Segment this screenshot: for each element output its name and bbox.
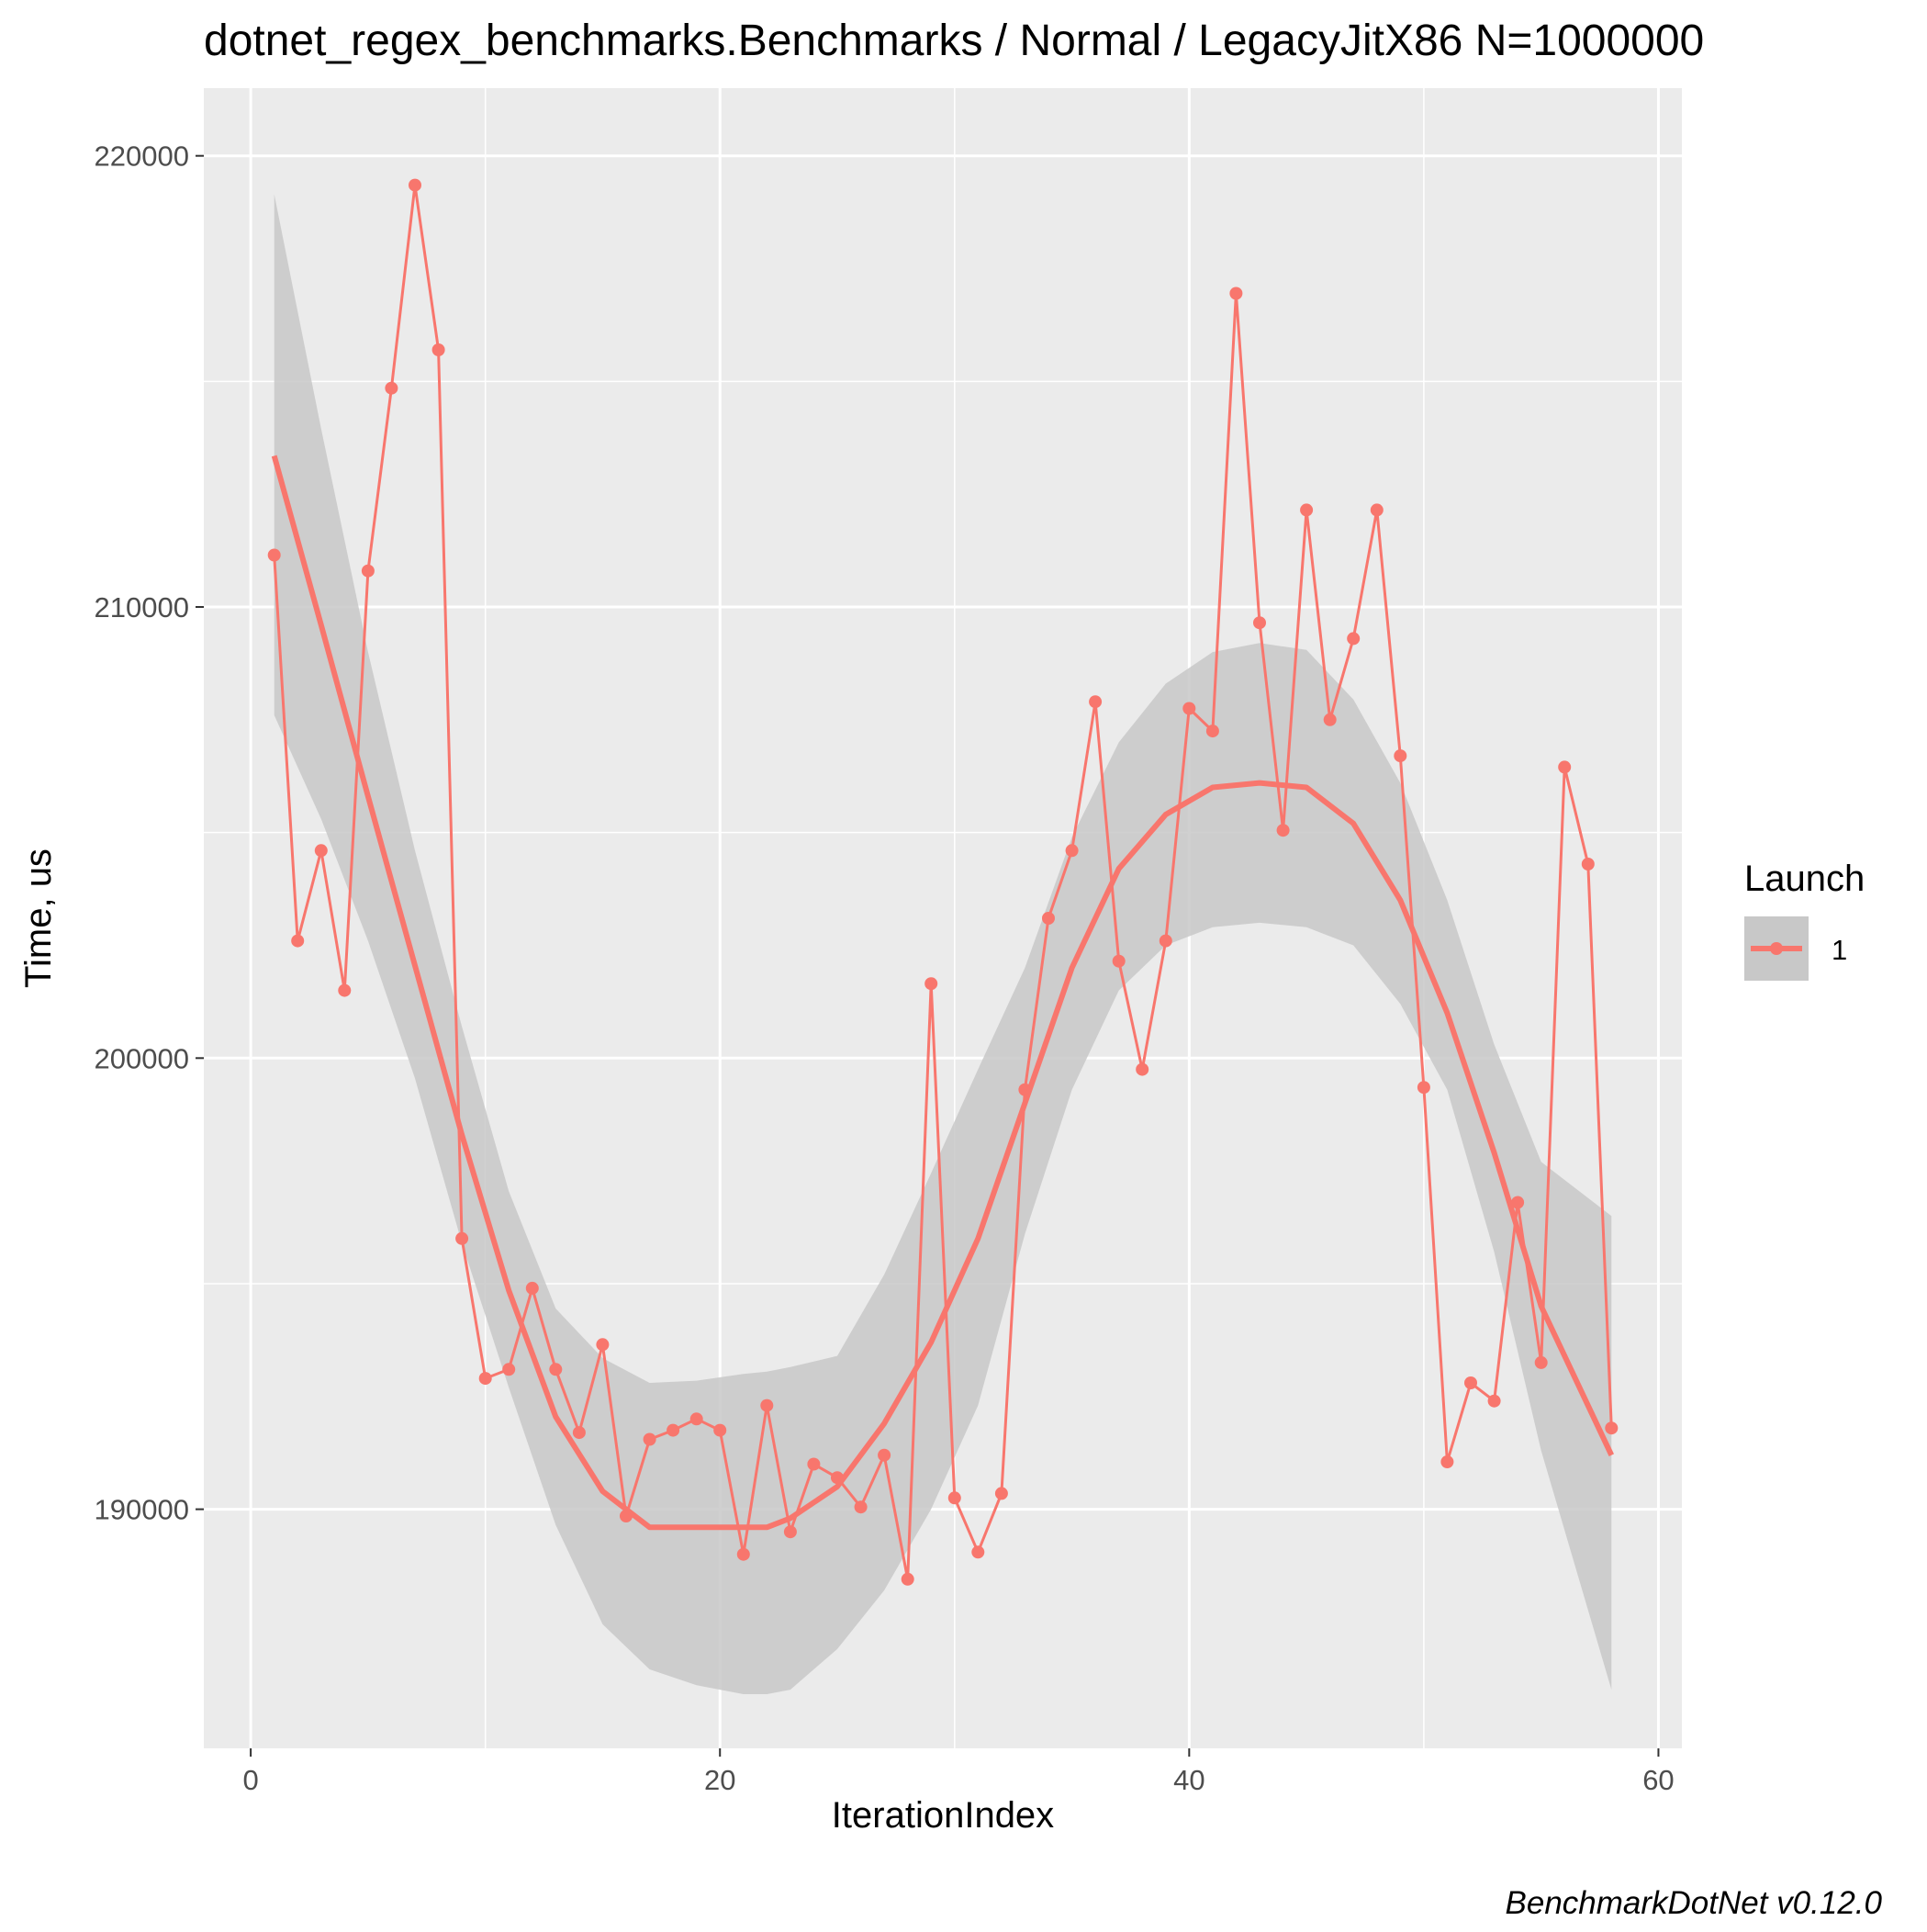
x-tick-label: 0 — [242, 1764, 258, 1796]
data-point — [478, 1372, 492, 1386]
caption: BenchmarkDotNet v0.12.0 — [1506, 1885, 1883, 1921]
data-point — [1558, 760, 1572, 774]
data-point — [1136, 1062, 1149, 1076]
data-point — [971, 1545, 985, 1559]
data-point — [1370, 503, 1384, 517]
confidence-ribbon — [274, 194, 1612, 1694]
y-tick-label: 190000 — [95, 1494, 189, 1526]
data-point — [291, 934, 305, 948]
y-tick-label: 220000 — [95, 140, 189, 173]
data-point — [1605, 1421, 1619, 1435]
data-point — [643, 1432, 656, 1446]
x-axis-ticks: 0 20 40 60 — [242, 1748, 1675, 1796]
series-points — [267, 178, 1619, 1586]
y-axis-title: Time, us — [18, 848, 59, 988]
legend-title: Launch — [1744, 859, 1865, 899]
data-point — [689, 1412, 703, 1426]
x-axis-title: IterationIndex — [832, 1795, 1054, 1836]
data-point — [1464, 1376, 1477, 1389]
data-point — [1534, 1355, 1548, 1369]
smooth-line — [271, 455, 1615, 1531]
data-point — [502, 1363, 516, 1376]
major-gridlines — [204, 88, 1682, 1748]
data-point — [994, 1487, 1008, 1500]
data-point — [878, 1448, 891, 1462]
data-point — [783, 1525, 797, 1539]
data-point — [596, 1338, 610, 1352]
data-point — [455, 1231, 469, 1245]
data-point — [1205, 724, 1219, 738]
data-point — [338, 983, 352, 997]
data-point — [361, 564, 375, 578]
data-point — [736, 1547, 750, 1561]
data-point — [947, 1491, 961, 1505]
data-point — [1229, 286, 1243, 300]
data-point — [385, 381, 398, 395]
data-point — [901, 1572, 914, 1586]
x-tick-label: 20 — [704, 1764, 735, 1796]
data-point — [1065, 844, 1079, 858]
chart-title: dotnet_regex_benchmarks.Benchmarks / Nor… — [204, 17, 1704, 65]
data-point — [1347, 632, 1361, 646]
data-point — [1253, 616, 1266, 630]
y-axis-ticks: 190000 200000 210000 220000 — [95, 140, 204, 1526]
x-tick-label: 60 — [1642, 1764, 1674, 1796]
data-point — [713, 1423, 727, 1437]
data-point — [525, 1281, 539, 1295]
data-point — [1089, 695, 1103, 709]
data-point — [1042, 912, 1055, 925]
data-point — [431, 343, 445, 356]
series-line-1 — [273, 185, 1613, 1580]
data-point — [1112, 954, 1126, 968]
data-point — [1581, 858, 1595, 871]
data-point — [549, 1363, 563, 1376]
data-point — [1159, 934, 1172, 948]
data-point — [1511, 1196, 1525, 1209]
data-point — [667, 1423, 680, 1437]
data-point — [1276, 824, 1290, 837]
data-point — [1487, 1394, 1501, 1408]
legend-entry-1: 1 — [1832, 934, 1847, 966]
data-point — [1417, 1081, 1430, 1095]
legend-key-point — [1770, 942, 1783, 955]
data-point — [1300, 503, 1314, 517]
data-point — [572, 1426, 586, 1440]
data-point — [807, 1457, 821, 1471]
legend: Launch 1 — [1744, 859, 1865, 981]
data-point — [1182, 702, 1196, 715]
data-point — [1440, 1455, 1454, 1468]
data-point — [409, 178, 421, 192]
data-point — [1323, 713, 1337, 726]
data-point — [760, 1398, 774, 1412]
data-point — [924, 977, 938, 991]
data-point — [854, 1500, 868, 1514]
y-tick-label: 200000 — [95, 1042, 189, 1074]
data-point — [314, 844, 328, 858]
x-tick-label: 40 — [1173, 1764, 1204, 1796]
data-point — [1394, 749, 1407, 763]
data-point — [267, 548, 281, 562]
y-tick-label: 210000 — [95, 591, 189, 623]
